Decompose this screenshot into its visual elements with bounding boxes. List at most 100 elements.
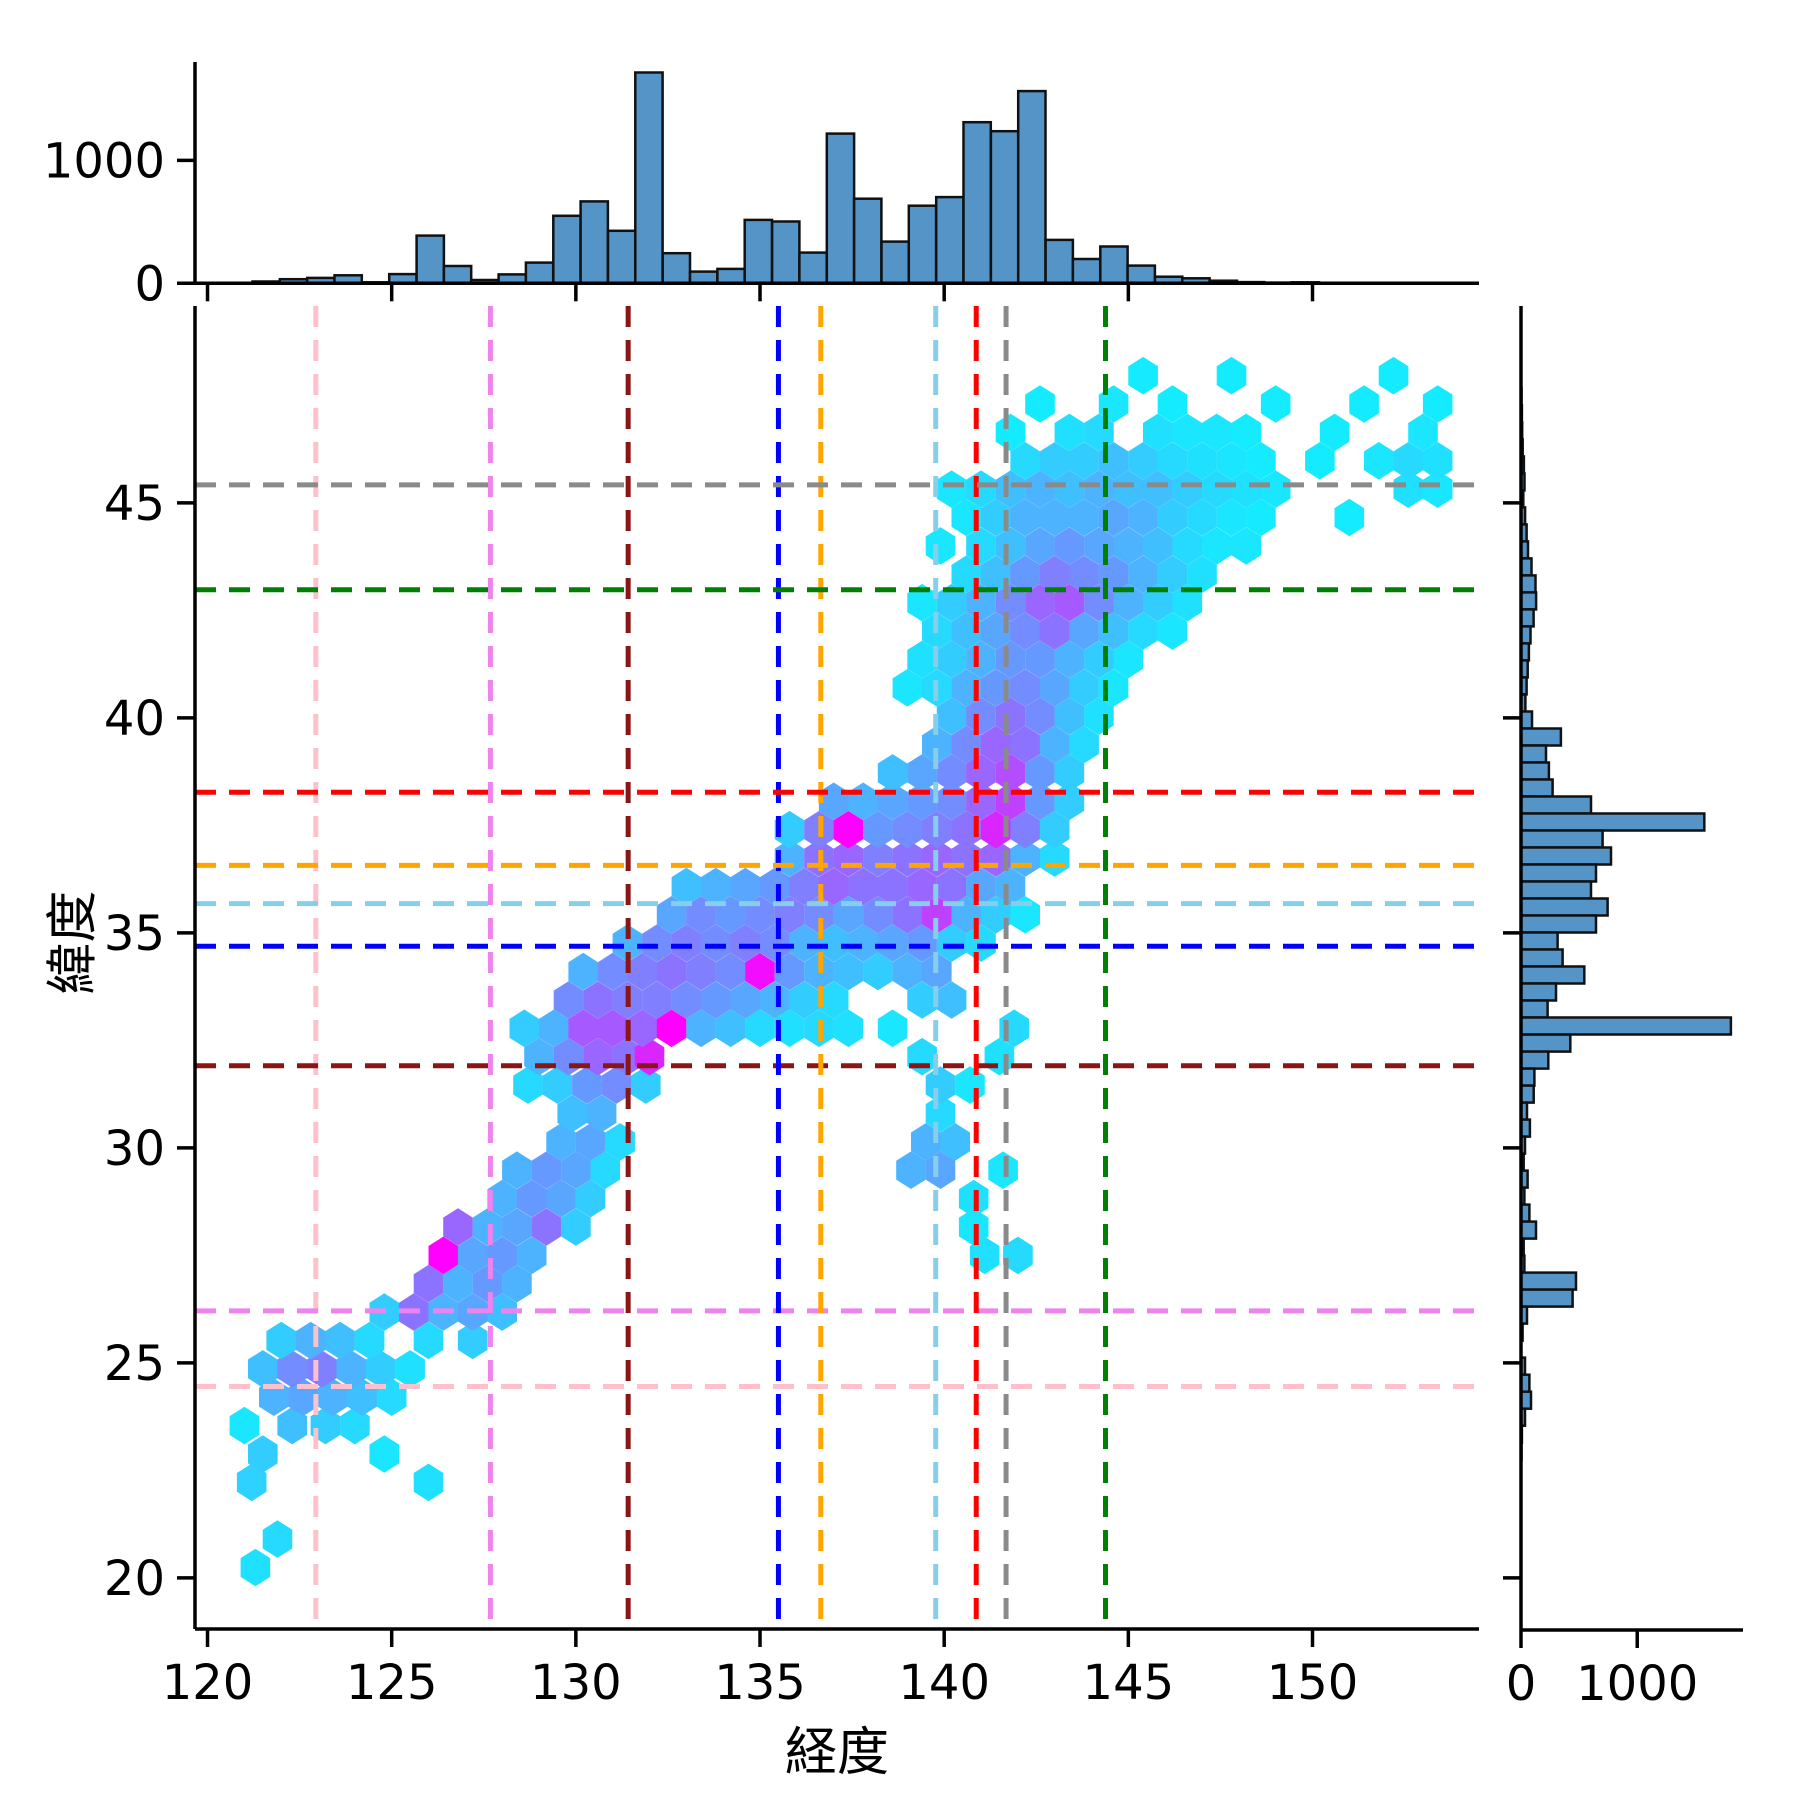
hex-cell (365, 1350, 396, 1388)
right-hist-bar (1519, 1271, 1578, 1291)
hex-cell (443, 1264, 473, 1303)
top-hist-bar (524, 261, 555, 285)
hex-cell (627, 1009, 657, 1048)
hex-cell (1128, 498, 1158, 537)
hex-cell (966, 470, 996, 508)
hex-cell (760, 981, 790, 1019)
hex-cell (863, 952, 893, 991)
hex-cell (789, 924, 819, 962)
hex-cell (907, 754, 937, 792)
top-histogram: 0 1000 (43, 62, 1479, 312)
hex-cell (1349, 385, 1379, 423)
hex-cell (951, 612, 982, 650)
svg-text:135: 135 (714, 1655, 806, 1711)
hex-cell (1069, 498, 1099, 537)
hex-cell (354, 1321, 385, 1360)
svg-text:20: 20 (104, 1551, 165, 1607)
top-hist-bar (688, 270, 719, 285)
hex-cell (966, 640, 996, 679)
hex-cell (774, 810, 805, 849)
hex-cell (995, 413, 1026, 452)
hex-cell (487, 1179, 517, 1218)
hex-cell (1157, 442, 1188, 480)
hex-cell (936, 867, 967, 906)
svg-text:0: 0 (134, 256, 165, 312)
hex-cell (277, 1350, 307, 1388)
hex-cell (1319, 413, 1350, 452)
hex-cell (369, 1435, 400, 1473)
hex-cell (1393, 442, 1424, 480)
hex-cell (966, 867, 996, 906)
hex-cell (1113, 470, 1144, 508)
hex-cell (1039, 612, 1070, 650)
hex-cell (631, 1066, 661, 1104)
hex-cell (561, 1208, 591, 1246)
hex-cell (833, 952, 864, 991)
right-hist-bar (1519, 948, 1564, 968)
hex-cell (995, 470, 1026, 508)
hex-cell (1003, 1236, 1033, 1275)
hex-cell (601, 1066, 632, 1104)
hex-cell (229, 1406, 260, 1445)
hex-cell (936, 640, 967, 679)
hex-cell (502, 1264, 532, 1303)
hex-cell (590, 1151, 621, 1189)
hex-cell (774, 952, 805, 991)
hex-cell (1422, 385, 1453, 423)
hex-cell (583, 981, 613, 1019)
hex-cell (236, 1463, 267, 1502)
hex-cell (656, 1009, 687, 1048)
hex-cell (1246, 498, 1276, 537)
x-axis-label: 経度 (784, 1723, 889, 1783)
hex-cell (907, 640, 937, 679)
right-hist-bar (1519, 897, 1609, 917)
top-hist-bar (962, 120, 993, 285)
hex-cell (1187, 442, 1217, 480)
hex-cell (642, 981, 672, 1019)
top-hist-bar (442, 264, 473, 285)
hex-cell (1054, 470, 1085, 508)
right-hist-bar (1519, 727, 1563, 747)
top-hist-bar (606, 229, 637, 285)
right-hist-bar (1519, 829, 1604, 849)
right-histogram: 0 1000 (1503, 306, 1743, 1712)
hex-cell (575, 1179, 606, 1218)
hex-cell (1422, 442, 1453, 480)
hex-cell (907, 867, 937, 906)
svg-text:150: 150 (1267, 1655, 1359, 1711)
hex-cell (262, 1520, 293, 1558)
hex-cell (1039, 669, 1070, 707)
hex-cell (1054, 527, 1085, 565)
hex-cell (561, 1151, 591, 1189)
hex-cell (1334, 498, 1365, 537)
hex-cell (1025, 385, 1055, 423)
top-hist-bar (552, 214, 582, 285)
right-hist-bar (1519, 846, 1613, 866)
right-hist-bar (1519, 1067, 1536, 1087)
hex-cell (509, 1009, 540, 1048)
hex-cell (1378, 356, 1409, 395)
hex-cell (248, 1350, 278, 1388)
svg-text:125: 125 (346, 1655, 438, 1711)
hex-cell (553, 981, 584, 1019)
hex-cell (966, 527, 996, 565)
hex-cell (730, 981, 761, 1019)
right-hist-bar (1519, 795, 1593, 815)
hex-cell (1128, 612, 1158, 650)
hex-cell (818, 867, 849, 906)
hex-cell (988, 1151, 1018, 1189)
right-hist-bar (1519, 761, 1551, 781)
hex-cell (1260, 470, 1291, 508)
hex-cell (981, 612, 1011, 650)
hex-cell (1025, 527, 1055, 565)
svg-text:30: 30 (104, 1121, 165, 1177)
hex-cell (671, 924, 702, 962)
hex-cell (1010, 498, 1040, 537)
hex-cell (1157, 555, 1188, 594)
hex-cell (995, 754, 1026, 792)
hex-cell (701, 924, 731, 962)
hex-cell (925, 527, 956, 565)
top-hist-bar (934, 195, 965, 285)
